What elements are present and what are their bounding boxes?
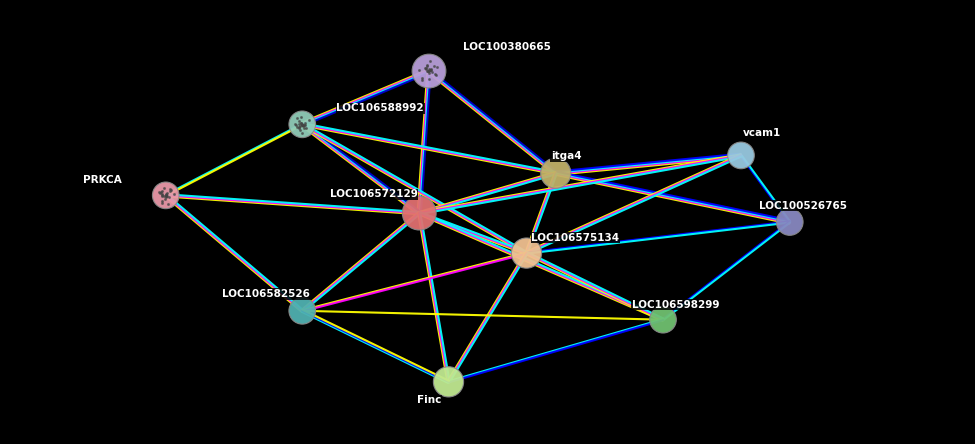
Ellipse shape	[403, 196, 436, 230]
Text: LOC100380665: LOC100380665	[463, 42, 551, 52]
Ellipse shape	[152, 182, 179, 209]
Ellipse shape	[434, 367, 463, 397]
Text: LOC100526765: LOC100526765	[759, 201, 846, 210]
Text: PRKCA: PRKCA	[83, 175, 122, 185]
Text: Finc: Finc	[417, 396, 442, 405]
Ellipse shape	[412, 54, 446, 88]
Text: LOC106588992: LOC106588992	[336, 103, 424, 113]
Text: LOC106572129: LOC106572129	[330, 190, 417, 199]
Text: LOC106598299: LOC106598299	[632, 300, 720, 309]
Text: itga4: itga4	[551, 151, 581, 161]
Text: vcam1: vcam1	[743, 128, 781, 138]
Text: LOC106582526: LOC106582526	[222, 289, 310, 299]
Ellipse shape	[727, 142, 755, 169]
Ellipse shape	[649, 306, 677, 333]
Ellipse shape	[289, 297, 316, 324]
Ellipse shape	[512, 238, 541, 268]
Ellipse shape	[289, 111, 316, 138]
Ellipse shape	[776, 209, 803, 235]
Text: LOC106575134: LOC106575134	[531, 233, 619, 242]
Ellipse shape	[541, 158, 570, 188]
